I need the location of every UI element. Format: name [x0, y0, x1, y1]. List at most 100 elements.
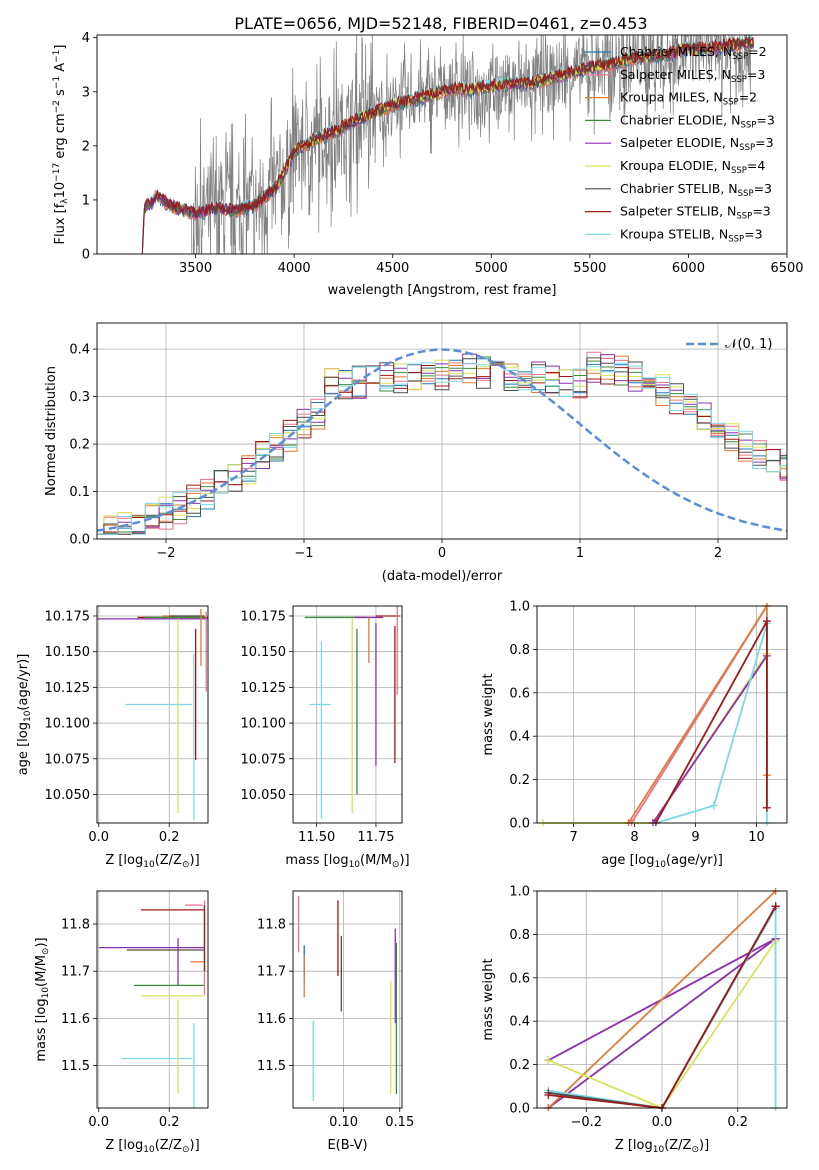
- y-tick-label: 10.125: [45, 681, 91, 696]
- y-tick-label: 0.3: [69, 390, 90, 405]
- histogram-2: [97, 355, 787, 535]
- legend-entry: Kroupa STELIB, NSSP=3: [620, 226, 763, 244]
- y-tick-label: 10.100: [241, 717, 287, 732]
- legend-entry: Salpeter MILES, NSSP=3: [620, 67, 765, 85]
- label-part: ⊙: [691, 1145, 699, 1155]
- histogram-8: [97, 360, 787, 535]
- gaussian-curve: [97, 348, 787, 532]
- y-tick-label: 10.175: [45, 609, 91, 624]
- age_vs_mass-body: [304, 606, 400, 819]
- axes-frame: [96, 605, 209, 824]
- x-tick-label: −1: [294, 546, 313, 561]
- residuals-body: [97, 348, 787, 535]
- weight-marker: [762, 617, 771, 626]
- x-tick-label: 6000: [672, 261, 705, 276]
- label-part: −1: [52, 76, 62, 89]
- axes-frame: [96, 34, 788, 255]
- legend-name: Salpeter MILES, N: [620, 67, 731, 82]
- y-tick-label: 0.8: [509, 928, 530, 943]
- y-tick-label: 0.6: [509, 686, 530, 701]
- x-axis-label: age [log10(age/yr)]: [601, 853, 723, 870]
- y-axis-label: mass weight: [481, 958, 496, 1040]
- label-part: (age/yr)]: [666, 853, 723, 868]
- y-tick-label: 0.4: [69, 343, 90, 358]
- y-tick-label: 11.7: [257, 965, 286, 980]
- x-tick-label: 8: [630, 830, 638, 845]
- legend-name: Salpeter STELIB, N: [620, 204, 736, 219]
- x-axis-label: wavelength [Angstrom, rest frame]: [328, 283, 557, 298]
- legend-gauss-label: 𝒩(0, 1): [725, 337, 772, 352]
- label-part: Z [log: [105, 1138, 143, 1153]
- y-tick-label: 1.0: [509, 600, 530, 615]
- legend-suffix: =3: [754, 181, 772, 196]
- label-part: (M/M: [360, 853, 392, 868]
- label-part: erg cm: [53, 113, 68, 162]
- x-tick-label: −2: [156, 546, 175, 561]
- legend-suffix: =3: [755, 135, 773, 150]
- axes-frame: [292, 605, 403, 824]
- y-tick-label: 11.8: [257, 918, 286, 933]
- y-tick-label: 0.8: [509, 643, 530, 658]
- legend-sub: SSP: [738, 189, 754, 199]
- x-axis-label: (data-model)/error: [382, 569, 503, 584]
- legend-entry: Chabrier STELIB, NSSP=3: [620, 181, 772, 199]
- x-tick-label: −0.2: [570, 1115, 602, 1130]
- label-part: age [log: [601, 853, 654, 868]
- legend-entry: Salpeter STELIB, NSSP=3: [620, 204, 771, 222]
- label-part: age [log: [16, 722, 31, 775]
- label-part: )]: [699, 1138, 709, 1153]
- label-part: )]: [34, 937, 49, 947]
- label-part: 10: [654, 860, 666, 870]
- label-part: s: [53, 89, 68, 100]
- histogram-3: [97, 356, 787, 535]
- label-part: −1: [52, 50, 62, 63]
- axes-age_vs_Z: 0.0 0.2 10.050 10.075 10.100 10.125 10.150 10.1…: [16, 605, 209, 870]
- legend-suffix: =2: [748, 44, 766, 59]
- weight-line-2: [547, 890, 777, 1109]
- label-part: Z [log: [615, 1138, 653, 1153]
- weight-line-7: [655, 620, 768, 824]
- y-axis-label: mass [log10(M/M⊙)]: [34, 937, 51, 1061]
- histogram-7: [97, 361, 787, 535]
- axes-mass_vs_EBV: 0.10 0.15 11.5 11.6 11.7 11.8 E(B-V): [257, 890, 414, 1153]
- y-tick-label: 0.0: [509, 817, 530, 832]
- label-part: 10: [349, 860, 361, 870]
- legend-entry: Chabrier MILES, NSSP=2: [620, 44, 767, 62]
- legend-sub: SSP: [731, 166, 747, 176]
- y-tick-label: 0.2: [509, 773, 530, 788]
- legend-sub: SSP: [732, 52, 748, 62]
- label-part: mass [log: [34, 998, 49, 1061]
- y-tick-label: 0.6: [509, 971, 530, 986]
- label-part: Flux [f: [53, 203, 68, 244]
- weight-line-2: [627, 603, 768, 824]
- model-line-7: [141, 36, 754, 254]
- weight-marker: [762, 803, 771, 812]
- y-tick-label: 0.4: [509, 1015, 530, 1030]
- label-part: ⊙: [41, 948, 51, 956]
- weight_vs_Z-body: [544, 888, 780, 1111]
- legend-sub: SSP: [728, 234, 744, 244]
- x-tick-label: 2: [714, 546, 722, 561]
- y-tick-label: 10.050: [45, 788, 91, 803]
- legend-sub: SSP: [736, 212, 752, 222]
- x-tick-label: 11.50: [298, 830, 335, 845]
- axes-mass_vs_Z: 0.0 0.211.511.611.711.8Z [log10(Z/Z⊙)]mas…: [34, 890, 209, 1155]
- histogram-1: [97, 351, 787, 535]
- legend-entry: Salpeter ELODIE, NSSP=3: [620, 135, 774, 153]
- x-tick-label: 0.0: [652, 1115, 673, 1130]
- label-part: )]: [190, 853, 200, 868]
- mass_vs_EBV-body: [297, 895, 398, 1101]
- age_vs_Z-body: [97, 608, 208, 821]
- y-tick-label: 11.5: [257, 1059, 286, 1074]
- y-tick-label: 10.175: [241, 609, 287, 624]
- axes-frame: [292, 890, 403, 1109]
- axes-frame: [96, 890, 209, 1109]
- x-tick-label: 9: [691, 830, 699, 845]
- y-tick-label: 10.100: [45, 717, 91, 732]
- legend-name: Salpeter ELODIE, N: [620, 135, 739, 150]
- y-axis-label: Flux [fλ10−17 erg cm−2 s−1 A−1]: [52, 45, 70, 245]
- weight-marker: [709, 801, 718, 810]
- axes-residuals: −2 −1 0 1 2 0.0 0.1 0.2 0.3 0.4 𝒩(0, 1) (data-model…: [44, 322, 788, 584]
- y-tick-label: 11.6: [61, 1012, 90, 1027]
- y-tick-label: 10.125: [241, 681, 287, 696]
